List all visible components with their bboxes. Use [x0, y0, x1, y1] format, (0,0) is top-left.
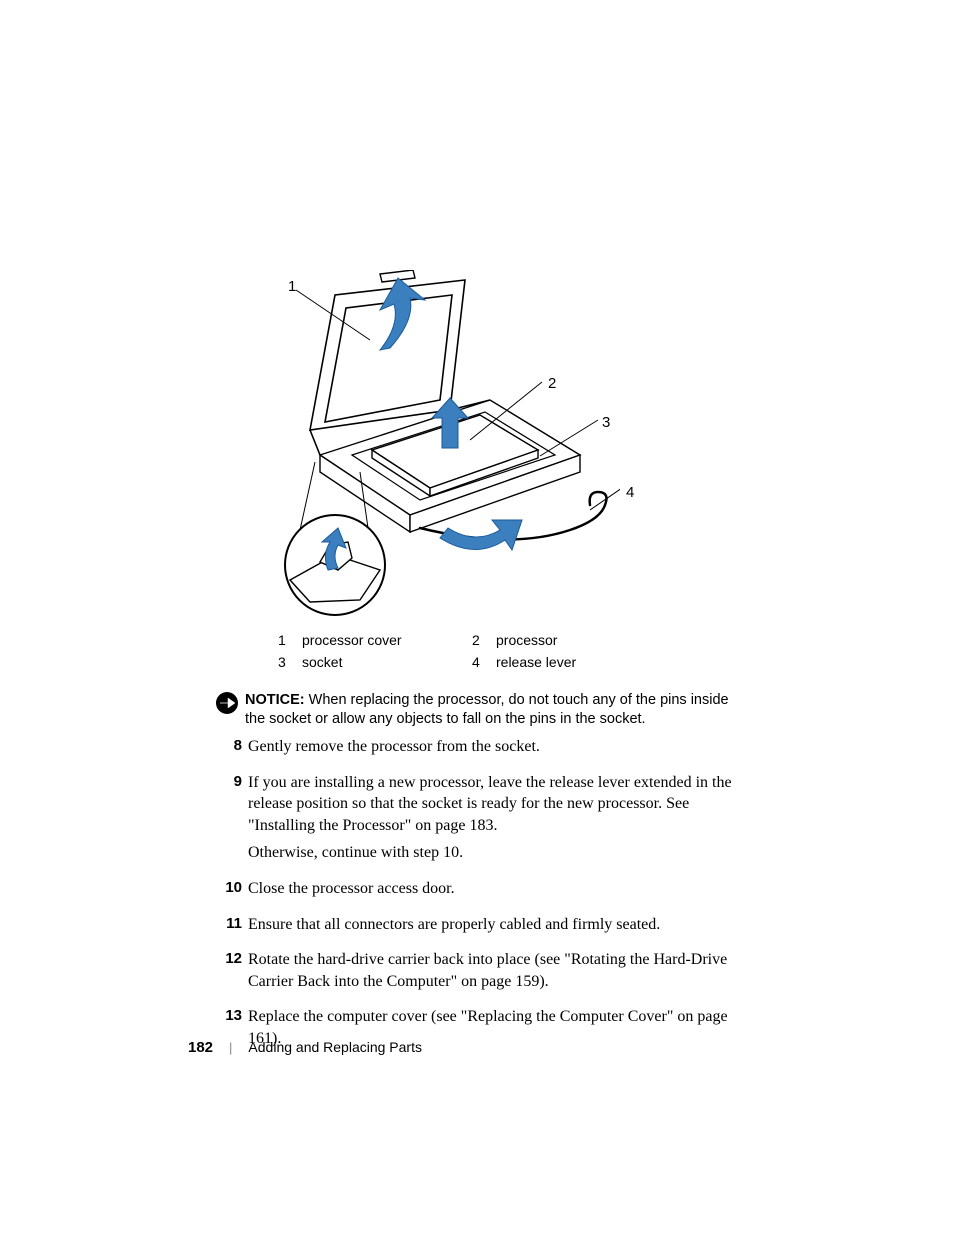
step-item: 10Close the processor access door.	[220, 878, 750, 906]
step-number: 11	[220, 914, 248, 942]
step-body: Close the processor access door.	[248, 878, 455, 906]
step-paragraph: Close the processor access door.	[248, 878, 455, 900]
page: 1 2 3 4	[0, 0, 954, 1235]
step-list: 8Gently remove the processor from the so…	[220, 736, 750, 1064]
legend-row: 3 socket 4 release lever	[278, 654, 646, 670]
step-paragraph: Gently remove the processor from the soc…	[248, 736, 540, 758]
legend-label: release lever	[496, 654, 646, 670]
callout-4: 4	[626, 484, 634, 501]
legend-num: 2	[472, 632, 496, 648]
notice-label: NOTICE:	[245, 692, 305, 708]
section-title: Adding and Replacing Parts	[248, 1039, 422, 1055]
footer-separator: |	[229, 1040, 232, 1055]
step-paragraph: If you are installing a new processor, l…	[248, 772, 750, 837]
legend-label: socket	[302, 654, 472, 670]
notice-arrow-icon	[215, 691, 239, 715]
step-item: 11Ensure that all connectors are properl…	[220, 914, 750, 942]
step-item: 9If you are installing a new processor, …	[220, 772, 750, 870]
legend-label: processor cover	[302, 632, 472, 648]
step-body: If you are installing a new processor, l…	[248, 772, 750, 870]
diagram-legend: 1 processor cover 2 processor 3 socket 4…	[278, 632, 646, 676]
processor-socket-diagram	[260, 270, 620, 620]
step-number: 12	[220, 949, 248, 998]
step-body: Gently remove the processor from the soc…	[248, 736, 540, 764]
step-body: Ensure that all connectors are properly …	[248, 914, 660, 942]
legend-num: 4	[472, 654, 496, 670]
legend-row: 1 processor cover 2 processor	[278, 632, 646, 648]
legend-num: 1	[278, 632, 302, 648]
step-paragraph: Ensure that all connectors are properly …	[248, 914, 660, 936]
step-paragraph: Otherwise, continue with step 10.	[248, 842, 750, 864]
step-number: 10	[220, 878, 248, 906]
legend-label: processor	[496, 632, 646, 648]
step-body: Rotate the hard-drive carrier back into …	[248, 949, 750, 998]
page-number: 182	[188, 1039, 213, 1056]
legend-num: 3	[278, 654, 302, 670]
notice-text: NOTICE: When replacing the processor, do…	[245, 691, 745, 729]
notice-block: NOTICE: When replacing the processor, do…	[215, 691, 745, 729]
notice-body: When replacing the processor, do not tou…	[245, 692, 729, 727]
step-item: 8Gently remove the processor from the so…	[220, 736, 750, 764]
step-number: 8	[220, 736, 248, 764]
step-number: 9	[220, 772, 248, 870]
page-footer: 182 | Adding and Replacing Parts	[188, 1039, 422, 1056]
step-paragraph: Rotate the hard-drive carrier back into …	[248, 949, 750, 992]
step-item: 12Rotate the hard-drive carrier back int…	[220, 949, 750, 998]
